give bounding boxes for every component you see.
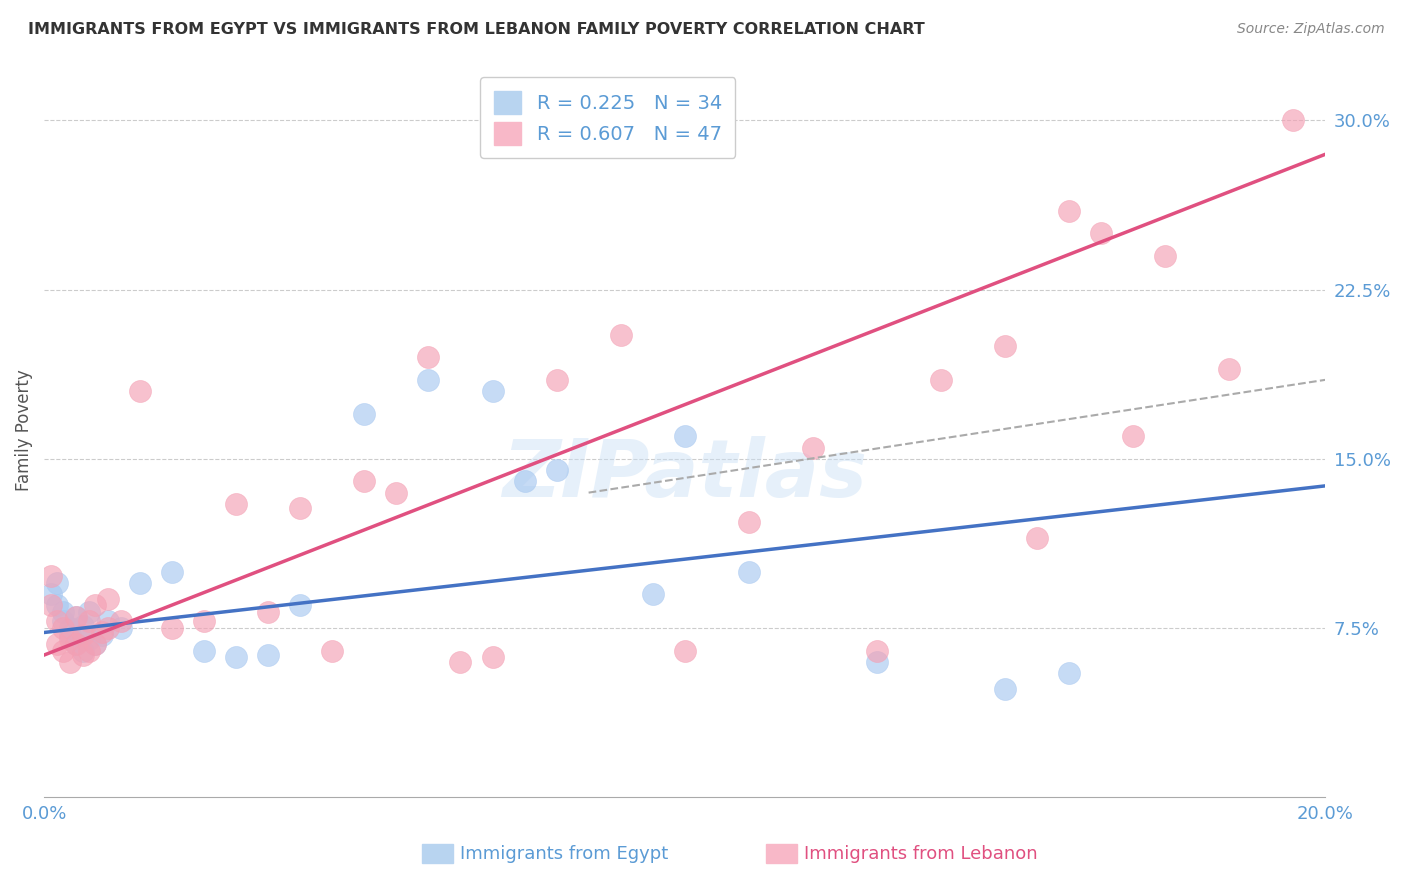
Point bbox=[52, 605, 75, 619]
Point bbox=[257, 648, 280, 662]
Point bbox=[84, 637, 107, 651]
Point bbox=[1122, 429, 1144, 443]
Point bbox=[39, 599, 62, 613]
Text: Immigrants from Lebanon: Immigrants from Lebanon bbox=[804, 845, 1038, 863]
Point bbox=[39, 569, 62, 583]
Point bbox=[929, 373, 952, 387]
Point bbox=[65, 637, 87, 651]
Point bbox=[994, 681, 1017, 696]
Point bbox=[418, 373, 440, 387]
Point bbox=[129, 575, 152, 590]
Point bbox=[77, 614, 100, 628]
Point bbox=[353, 407, 375, 421]
Point bbox=[45, 599, 67, 613]
Point bbox=[513, 475, 536, 489]
Point bbox=[225, 650, 247, 665]
Point bbox=[290, 501, 312, 516]
Point bbox=[481, 650, 503, 665]
Point bbox=[1090, 226, 1112, 240]
Point bbox=[84, 599, 107, 613]
Point bbox=[1026, 531, 1049, 545]
Point bbox=[673, 429, 696, 443]
Point bbox=[193, 614, 215, 628]
Point bbox=[225, 497, 247, 511]
Point bbox=[1154, 249, 1177, 263]
Point bbox=[72, 643, 94, 657]
Point bbox=[39, 587, 62, 601]
Point bbox=[1282, 113, 1305, 128]
Text: ZIPatlas: ZIPatlas bbox=[502, 435, 868, 514]
Point bbox=[160, 621, 183, 635]
Point bbox=[45, 575, 67, 590]
Text: Source: ZipAtlas.com: Source: ZipAtlas.com bbox=[1237, 22, 1385, 37]
Point bbox=[738, 565, 761, 579]
Point bbox=[52, 643, 75, 657]
Point bbox=[65, 609, 87, 624]
Point bbox=[72, 618, 94, 632]
Point bbox=[84, 637, 107, 651]
Point bbox=[45, 614, 67, 628]
Point bbox=[90, 628, 112, 642]
Point bbox=[546, 463, 568, 477]
Point bbox=[450, 655, 472, 669]
Point bbox=[110, 621, 132, 635]
Point bbox=[59, 632, 82, 647]
Point bbox=[77, 643, 100, 657]
Point bbox=[290, 599, 312, 613]
Point bbox=[97, 614, 120, 628]
Point bbox=[77, 605, 100, 619]
Point bbox=[90, 625, 112, 640]
Point bbox=[129, 384, 152, 398]
Point bbox=[481, 384, 503, 398]
Point bbox=[994, 339, 1017, 353]
Point bbox=[866, 643, 889, 657]
Point bbox=[72, 628, 94, 642]
Point bbox=[59, 621, 82, 635]
Point bbox=[801, 441, 824, 455]
Point bbox=[1057, 203, 1080, 218]
Point bbox=[77, 632, 100, 647]
Point bbox=[65, 637, 87, 651]
Point bbox=[52, 614, 75, 628]
Point bbox=[45, 637, 67, 651]
Point bbox=[385, 485, 408, 500]
Y-axis label: Family Poverty: Family Poverty bbox=[15, 369, 32, 491]
Point bbox=[52, 621, 75, 635]
Point bbox=[72, 648, 94, 662]
Point bbox=[59, 628, 82, 642]
Point bbox=[673, 643, 696, 657]
Point bbox=[866, 655, 889, 669]
Point bbox=[160, 565, 183, 579]
Legend: R = 0.225   N = 34, R = 0.607   N = 47: R = 0.225 N = 34, R = 0.607 N = 47 bbox=[481, 78, 735, 159]
Point bbox=[641, 587, 664, 601]
Text: IMMIGRANTS FROM EGYPT VS IMMIGRANTS FROM LEBANON FAMILY POVERTY CORRELATION CHAR: IMMIGRANTS FROM EGYPT VS IMMIGRANTS FROM… bbox=[28, 22, 925, 37]
Point bbox=[257, 605, 280, 619]
Point bbox=[738, 515, 761, 529]
Point bbox=[1057, 666, 1080, 681]
Point bbox=[418, 351, 440, 365]
Point bbox=[65, 609, 87, 624]
Point bbox=[97, 591, 120, 606]
Text: Immigrants from Egypt: Immigrants from Egypt bbox=[460, 845, 668, 863]
Point bbox=[609, 327, 631, 342]
Point bbox=[546, 373, 568, 387]
Point bbox=[193, 643, 215, 657]
Point bbox=[110, 614, 132, 628]
Point bbox=[1218, 361, 1240, 376]
Point bbox=[97, 621, 120, 635]
Point bbox=[353, 475, 375, 489]
Point bbox=[59, 655, 82, 669]
Point bbox=[321, 643, 343, 657]
